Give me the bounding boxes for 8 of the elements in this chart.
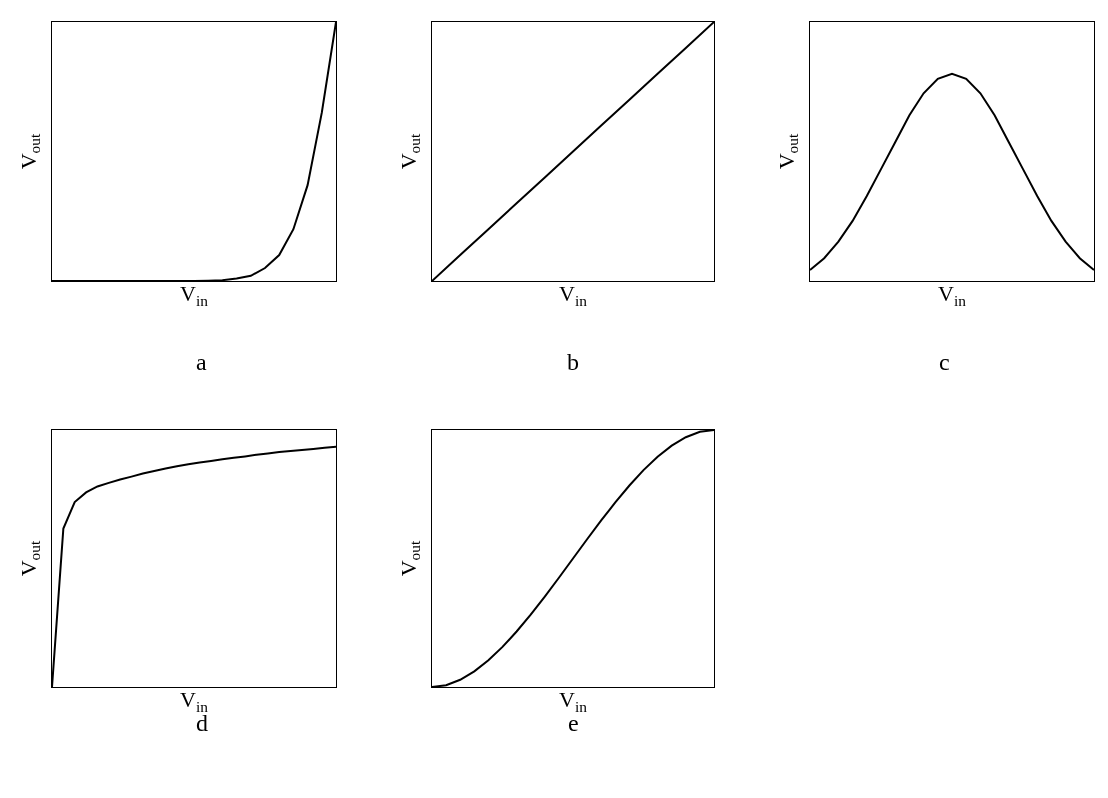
text: a [196,349,207,375]
x-axis-title: V$_{in}$ [180,280,209,309]
x-axis-title: V$_{in}$ [559,686,588,715]
text: b [567,349,579,375]
x-axis-title: V$_{in}$ [559,280,588,309]
text: c [939,349,950,375]
x-axis-title: V$_{in}$ [938,280,967,309]
x-axis-title: V$_{in}$ [180,686,209,715]
